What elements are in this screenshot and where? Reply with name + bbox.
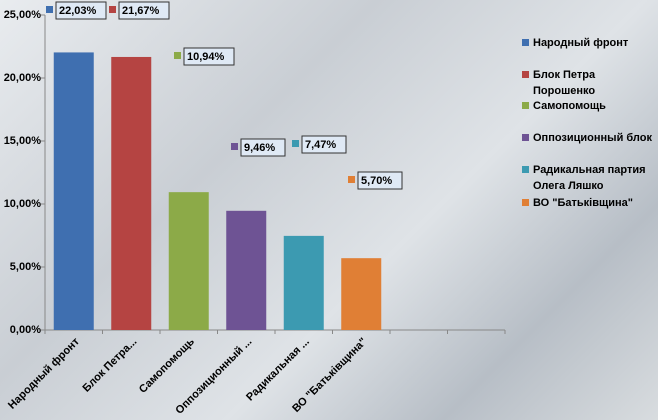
legend-label: Оппозиционный блок: [533, 132, 652, 144]
label-box: [301, 135, 347, 154]
y-tick-label: 5,00%: [10, 261, 41, 273]
label-marker: [348, 176, 355, 183]
label-box: [357, 171, 403, 190]
label-box: [240, 138, 286, 157]
data-label: 5,70%: [361, 175, 392, 187]
label-box: [55, 1, 107, 20]
label-box: [118, 1, 170, 20]
legend-entry: Народный фронт: [520, 35, 653, 51]
legend-swatch: [522, 71, 529, 78]
legend-swatch: [522, 134, 529, 141]
legend-entry: Самопомощь: [520, 98, 653, 114]
x-tick-label: Самопомощь: [137, 336, 197, 396]
legend-label: Блок Петра Порошенко: [533, 69, 596, 97]
data-label: 9,46%: [244, 142, 275, 154]
bar: [283, 235, 324, 330]
bar: [168, 192, 209, 330]
legend-swatch: [522, 199, 529, 206]
data-label: 10,94%: [187, 51, 225, 63]
x-tick-label: Народный фронт: [6, 335, 82, 411]
legend-entry: Радикальная партия Олега Ляшко: [520, 162, 653, 194]
legend-entry: Блок Петра Порошенко: [520, 67, 653, 99]
label-box: [183, 47, 235, 66]
y-tick-label: 20,00%: [4, 72, 42, 84]
y-tick-label: 15,00%: [4, 135, 42, 147]
label-marker: [109, 6, 116, 13]
legend-label: Самопомощь: [533, 100, 606, 112]
x-tick-label: Блок Петра...: [81, 336, 140, 395]
data-label: 21,67%: [122, 5, 160, 17]
data-label: 22,03%: [59, 5, 97, 17]
bar: [111, 56, 152, 330]
x-tick-label: Радикальная ...: [244, 336, 312, 404]
legend-swatch: [522, 39, 529, 46]
label-marker: [46, 6, 53, 13]
legend-label: Народный фронт: [533, 37, 629, 49]
legend-label: ВО "Батьківщина": [533, 197, 634, 209]
bar: [341, 258, 382, 330]
label-marker: [174, 52, 181, 59]
bar: [226, 210, 267, 330]
legend-entry: ВО "Батьківщина": [520, 195, 653, 211]
legend-label: Радикальная партия Олега Ляшко: [533, 164, 646, 192]
y-tick-label: 10,00%: [4, 198, 42, 210]
legend-swatch: [522, 102, 529, 109]
legend-entry: Оппозиционный блок: [520, 130, 653, 146]
label-marker: [292, 140, 299, 147]
legend-swatch: [522, 166, 529, 173]
label-marker: [231, 143, 238, 150]
bar: [53, 52, 94, 331]
y-tick-label: 25,00%: [4, 9, 42, 21]
y-tick-label: 0,00%: [10, 324, 41, 336]
data-label: 7,47%: [305, 139, 336, 151]
